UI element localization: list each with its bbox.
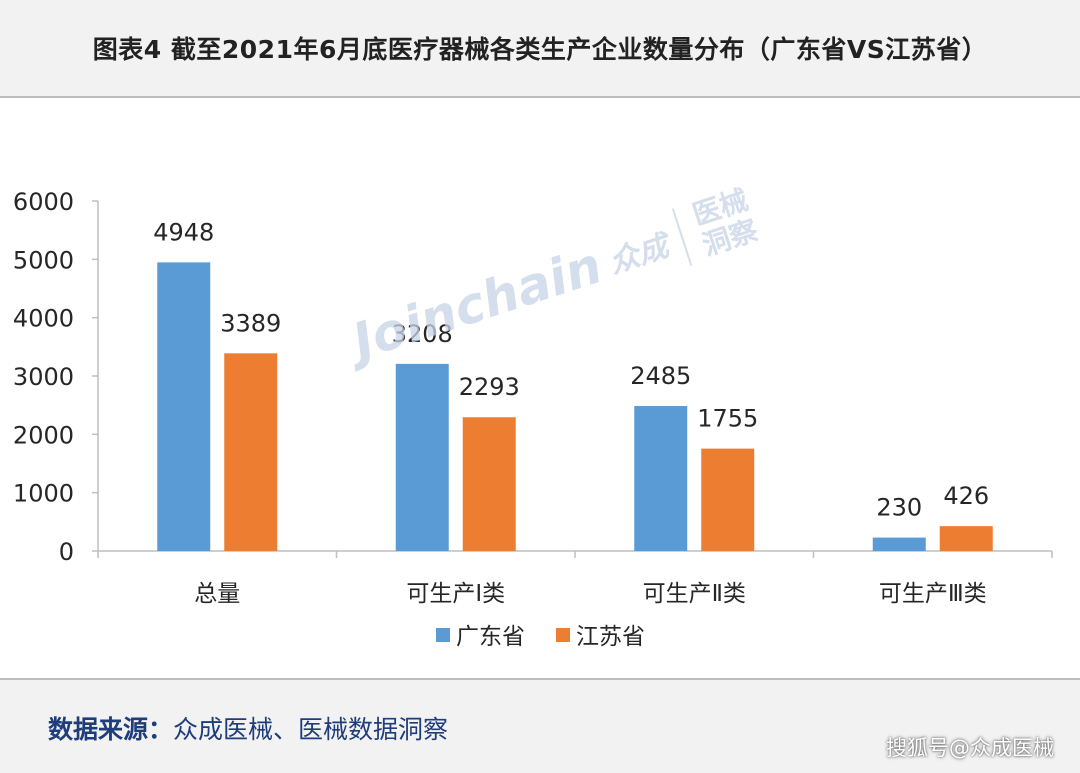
title-bar: 图表4 截至2021年6月底医疗器械各类生产企业数量分布（广东省VS江苏省）	[0, 0, 1080, 98]
bar-chart: 010002000300040005000600049483389总量32082…	[13, 188, 1053, 650]
data-label: 426	[943, 482, 989, 510]
y-tick-label: 1000	[13, 480, 74, 508]
data-label: 3389	[220, 309, 281, 337]
x-tick-label: 可生产Ⅱ类	[643, 581, 746, 607]
y-tick-label: 0	[59, 538, 74, 566]
footer: 数据来源：众成医械、医械数据洞察 搜狐号@众成医械	[0, 678, 1080, 773]
x-tick-label: 可生产Ⅰ类	[406, 581, 505, 607]
y-tick-label: 2000	[13, 421, 74, 449]
y-tick-label: 3000	[13, 363, 74, 391]
bar	[872, 537, 926, 551]
chart-title: 图表4 截至2021年6月底医疗器械各类生产企业数量分布（广东省VS江苏省）	[92, 35, 988, 64]
bar	[462, 417, 516, 551]
data-label: 1755	[697, 405, 758, 433]
bar	[157, 262, 211, 551]
data-label: 2485	[630, 362, 691, 390]
y-tick-label: 5000	[13, 246, 74, 274]
legend-swatch	[436, 628, 450, 642]
bar	[701, 448, 755, 551]
data-label: 2293	[459, 373, 520, 401]
bar	[224, 353, 278, 551]
bar	[634, 406, 688, 551]
chart-area: 0 1000 2000 3000 4000 5000 6000 4948 3389 总量 3208 2…	[0, 98, 1080, 676]
x-tick-label: 可生产Ⅲ类	[879, 581, 987, 607]
y-tick-label: 4000	[13, 305, 74, 333]
credit-text: 搜狐号@众成医械	[886, 736, 1054, 760]
data-label: 230	[876, 494, 922, 522]
bar	[939, 526, 993, 551]
y-tick-label: 6000	[13, 188, 74, 216]
x-tick-label: 总量	[194, 581, 240, 607]
legend-label: 广东省	[456, 624, 525, 650]
data-source: 数据来源：众成医械、医械数据洞察	[48, 710, 448, 746]
data-source-text: 众成医械、医械数据洞察	[173, 715, 449, 744]
legend-label: 江苏省	[576, 624, 645, 650]
data-label: 4948	[153, 218, 214, 246]
bar	[395, 363, 449, 551]
data-source-label: 数据来源：	[48, 715, 174, 744]
legend-swatch	[556, 628, 570, 642]
data-label: 3208	[392, 320, 453, 348]
